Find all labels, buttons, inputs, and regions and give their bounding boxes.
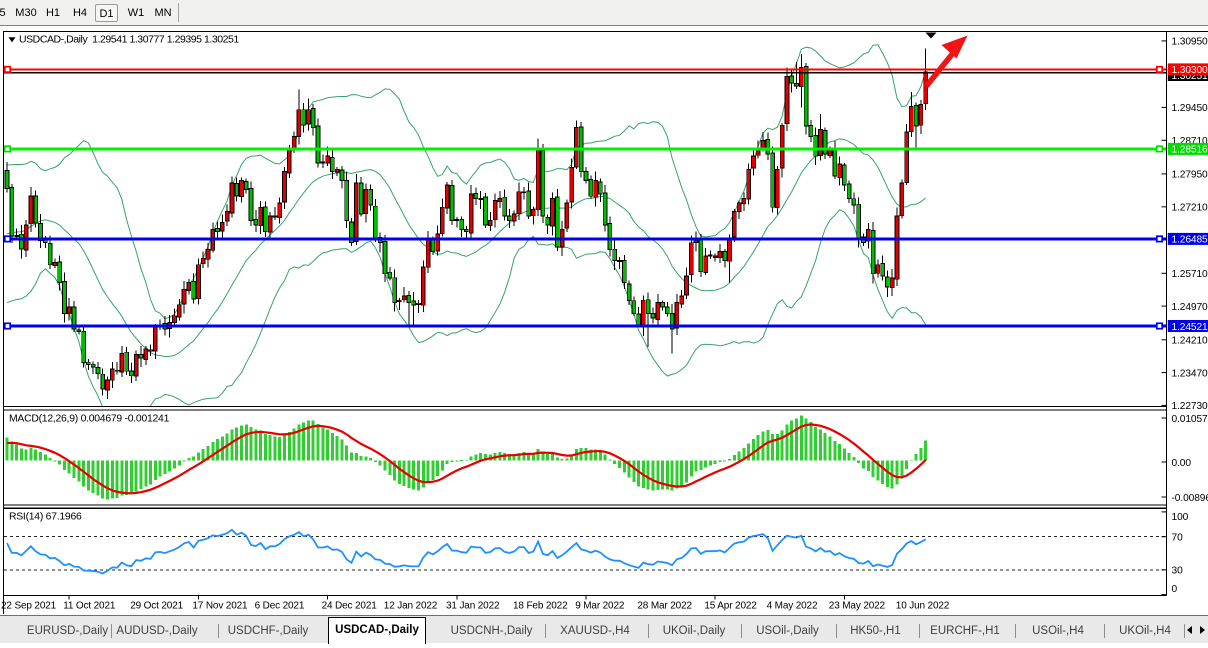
svg-text:18 Feb 2022: 18 Feb 2022 xyxy=(513,601,568,612)
svg-text:70: 70 xyxy=(1172,533,1184,544)
svg-text:24 Dec 2021: 24 Dec 2021 xyxy=(322,601,378,612)
svg-text:-0.00896: -0.00896 xyxy=(1172,493,1208,504)
svg-text:28 Mar 2022: 28 Mar 2022 xyxy=(637,601,692,612)
svg-text:1.22730: 1.22730 xyxy=(1172,401,1208,412)
svg-text:MACD(12,26,9) 0.004679 -0.0012: MACD(12,26,9) 0.004679 -0.001241 xyxy=(9,414,170,425)
svg-text:1.30950: 1.30950 xyxy=(1172,37,1208,48)
svg-text:1.24521: 1.24521 xyxy=(1172,322,1208,333)
svg-text:1.27950: 1.27950 xyxy=(1172,170,1208,181)
svg-text:17 Nov 2021: 17 Nov 2021 xyxy=(192,601,248,612)
svg-text:100: 100 xyxy=(1172,512,1189,523)
svg-text:6 Dec 2021: 6 Dec 2021 xyxy=(255,601,305,612)
svg-text:31 Jan 2022: 31 Jan 2022 xyxy=(446,601,500,612)
svg-text:1.23470: 1.23470 xyxy=(1172,368,1208,379)
svg-text:0.010578: 0.010578 xyxy=(1172,414,1208,425)
svg-text:9 Mar 2022: 9 Mar 2022 xyxy=(575,601,625,612)
svg-text:1.30300: 1.30300 xyxy=(1172,65,1208,76)
svg-text:22 Sep 2021: 22 Sep 2021 xyxy=(1,601,57,612)
svg-text:1.24970: 1.24970 xyxy=(1172,302,1208,313)
svg-text:0: 0 xyxy=(1172,584,1178,595)
svg-text:30: 30 xyxy=(1172,566,1184,577)
svg-text:1.26485: 1.26485 xyxy=(1172,235,1208,246)
svg-text:10 Jun 2022: 10 Jun 2022 xyxy=(896,601,950,612)
svg-text:RSI(14) 67.1966: RSI(14) 67.1966 xyxy=(9,512,82,523)
svg-text:1.28516: 1.28516 xyxy=(1172,145,1208,156)
svg-text:0.00: 0.00 xyxy=(1172,458,1192,469)
svg-text:23 May 2022: 23 May 2022 xyxy=(829,601,886,612)
svg-text:29 Oct 2021: 29 Oct 2021 xyxy=(130,601,183,612)
svg-text:11 Oct 2021: 11 Oct 2021 xyxy=(63,601,116,612)
svg-text:USDCAD-,Daily 1.29541 1.30777: USDCAD-,Daily 1.29541 1.30777 1.29395 1.… xyxy=(19,34,239,46)
svg-text:1.29450: 1.29450 xyxy=(1172,103,1208,114)
svg-text:12 Jan 2022: 12 Jan 2022 xyxy=(384,601,438,612)
svg-text:1.27210: 1.27210 xyxy=(1172,203,1208,214)
svg-text:4 May 2022: 4 May 2022 xyxy=(767,601,818,612)
svg-text:15 Apr 2022: 15 Apr 2022 xyxy=(704,601,757,612)
svg-text:1.25710: 1.25710 xyxy=(1172,269,1208,280)
svg-text:1.24210: 1.24210 xyxy=(1172,336,1208,347)
